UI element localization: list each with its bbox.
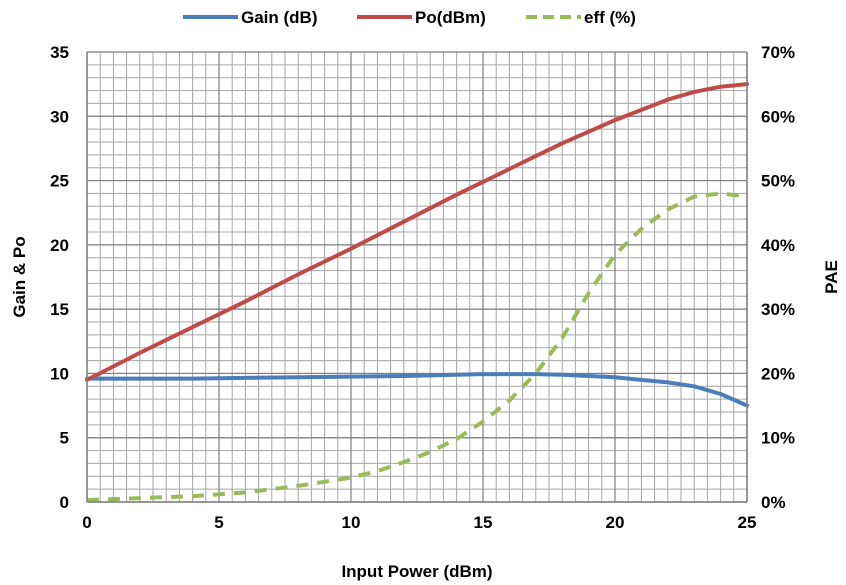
x-tick-label: 0: [82, 513, 91, 532]
series-layer: [85, 82, 749, 503]
grid: [86, 51, 748, 503]
y-tick-label: 20: [50, 236, 69, 255]
y2-tick-label: 0%: [761, 493, 786, 512]
y2-tick-label: 70%: [761, 43, 795, 62]
y-tick-label: 0: [60, 493, 69, 512]
x-tick-label: 20: [606, 513, 625, 532]
x-tick-label: 10: [342, 513, 361, 532]
y-tick-label: 15: [50, 300, 69, 319]
y-tick-label: 30: [50, 107, 69, 126]
y2-tick-label: 10%: [761, 429, 795, 448]
series-line-1: [85, 82, 749, 382]
legend: Gain (dB) Po(dBm) eff (%): [183, 8, 636, 27]
axes: 0 5 10 15 20 25 0 5 10 15 20 25 30 35 0% 10% 20% 30% 40% 50…: [50, 43, 795, 532]
series-line-2: [86, 191, 748, 503]
legend-label-1: Po(dBm): [415, 8, 486, 27]
x-tick-label: 5: [214, 513, 223, 532]
y2-tick-label: 20%: [761, 364, 795, 383]
legend-label-0: Gain (dB): [241, 8, 318, 27]
y-tick-label: 35: [50, 43, 69, 62]
legend-label-2: eff (%): [584, 8, 636, 27]
y-tick-label: 25: [50, 172, 69, 191]
y2-axis-title: PAE: [822, 260, 841, 294]
y2-tick-label: 50%: [761, 172, 795, 191]
x-axis-title: Input Power (dBm): [341, 562, 492, 581]
y2-tick-label: 60%: [761, 107, 795, 126]
x-tick-label: 15: [474, 513, 493, 532]
series-line-0: [85, 372, 749, 408]
x-tick-label: 25: [738, 513, 757, 532]
y-axis-title: Gain & Po: [10, 236, 29, 317]
y2-tick-label: 30%: [761, 300, 795, 319]
y-tick-label: 10: [50, 364, 69, 383]
y2-tick-label: 40%: [761, 236, 795, 255]
y-tick-label: 5: [60, 429, 69, 448]
